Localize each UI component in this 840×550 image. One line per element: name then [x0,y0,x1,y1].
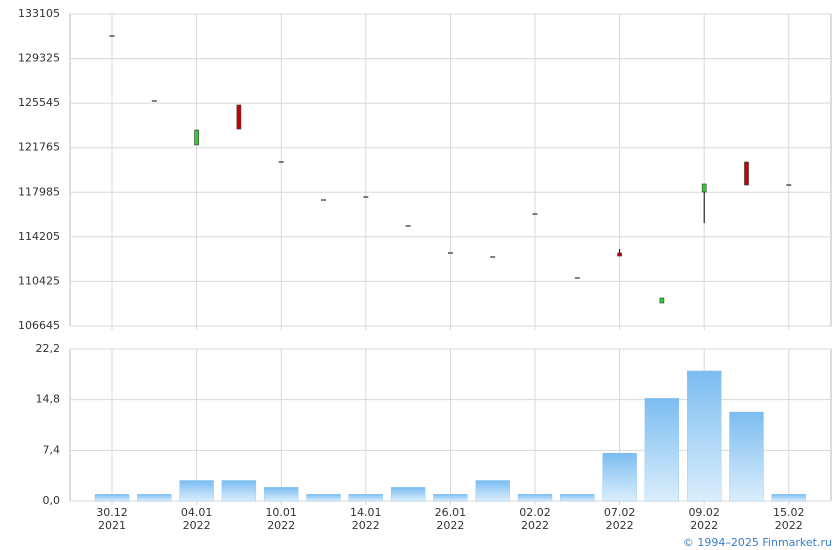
x-tick-label: 26.01 [435,506,467,519]
volume-bar [644,398,680,502]
volume-bar [771,494,806,502]
candle-body [194,129,199,146]
y-tick-label: 114205 [18,230,60,243]
volume-bar [94,494,130,502]
volume-bar [687,370,722,502]
candle-body [659,297,665,304]
x-tick-label: 09.02 [688,506,720,519]
y-tick-label: 106645 [18,319,60,332]
candle-body [744,161,749,186]
x-tick-year: 2022 [521,519,549,532]
volume-bar [264,487,299,502]
x-tick-label: 10.01 [265,506,297,519]
candle-body [236,104,242,130]
y-tick-label: 110425 [18,274,60,287]
y-tick-label: 129325 [18,52,60,65]
volume-bar [602,452,637,502]
x-tick-year: 2022 [352,519,380,532]
candle-body [405,225,411,227]
x-tick-year: 2022 [183,519,211,532]
volume-bar [517,494,553,502]
volume-bar [348,494,383,502]
candle-body [786,184,792,186]
volume-bar [137,494,172,502]
candle-body [701,183,707,193]
y-tick-label: 117985 [18,185,60,198]
x-tick-label: 15.02 [773,506,805,519]
volume-bar [433,494,468,502]
x-tick-label: 14.01 [350,506,382,519]
volume-bar [221,480,257,502]
x-tick-label: 04.01 [181,506,213,519]
volume-bar [475,480,510,502]
x-tick-year: 2022 [436,519,464,532]
y-tick-label: 7,4 [43,443,61,456]
y-tick-label: 14,8 [36,393,61,406]
volume-bar [179,480,214,502]
candle-body [532,213,538,215]
y-tick-label: 133105 [18,7,60,20]
footer: © 1994–2025 Finmarket.ru [683,536,832,549]
candle-body [490,256,496,258]
x-tick-year: 2022 [606,519,634,532]
candle-body [151,100,157,102]
candle-body [574,277,580,279]
x-tick-year: 2022 [690,519,718,532]
candle-body [278,161,284,163]
y-tick-label: 0,0 [43,494,61,507]
candle-body [447,252,453,254]
y-tick-label: 22,2 [36,342,61,355]
volume-bar [560,494,595,502]
x-tick-year: 2021 [98,519,126,532]
candle-body [617,252,622,257]
candle-body [321,199,326,201]
y-tick-label: 121765 [18,141,60,154]
x-tick-year: 2022 [775,519,803,532]
y-tick-label: 125545 [18,96,60,109]
x-tick-label: 07.02 [604,506,636,519]
x-tick-label: 02.02 [519,506,551,519]
volume-bar [390,487,426,502]
candle-body [363,196,369,198]
candle-body [109,35,115,37]
x-tick-year: 2022 [267,519,295,532]
volume-bar [306,494,341,502]
x-tick-label: 30.12 [96,506,128,519]
volume-bar [729,411,764,502]
